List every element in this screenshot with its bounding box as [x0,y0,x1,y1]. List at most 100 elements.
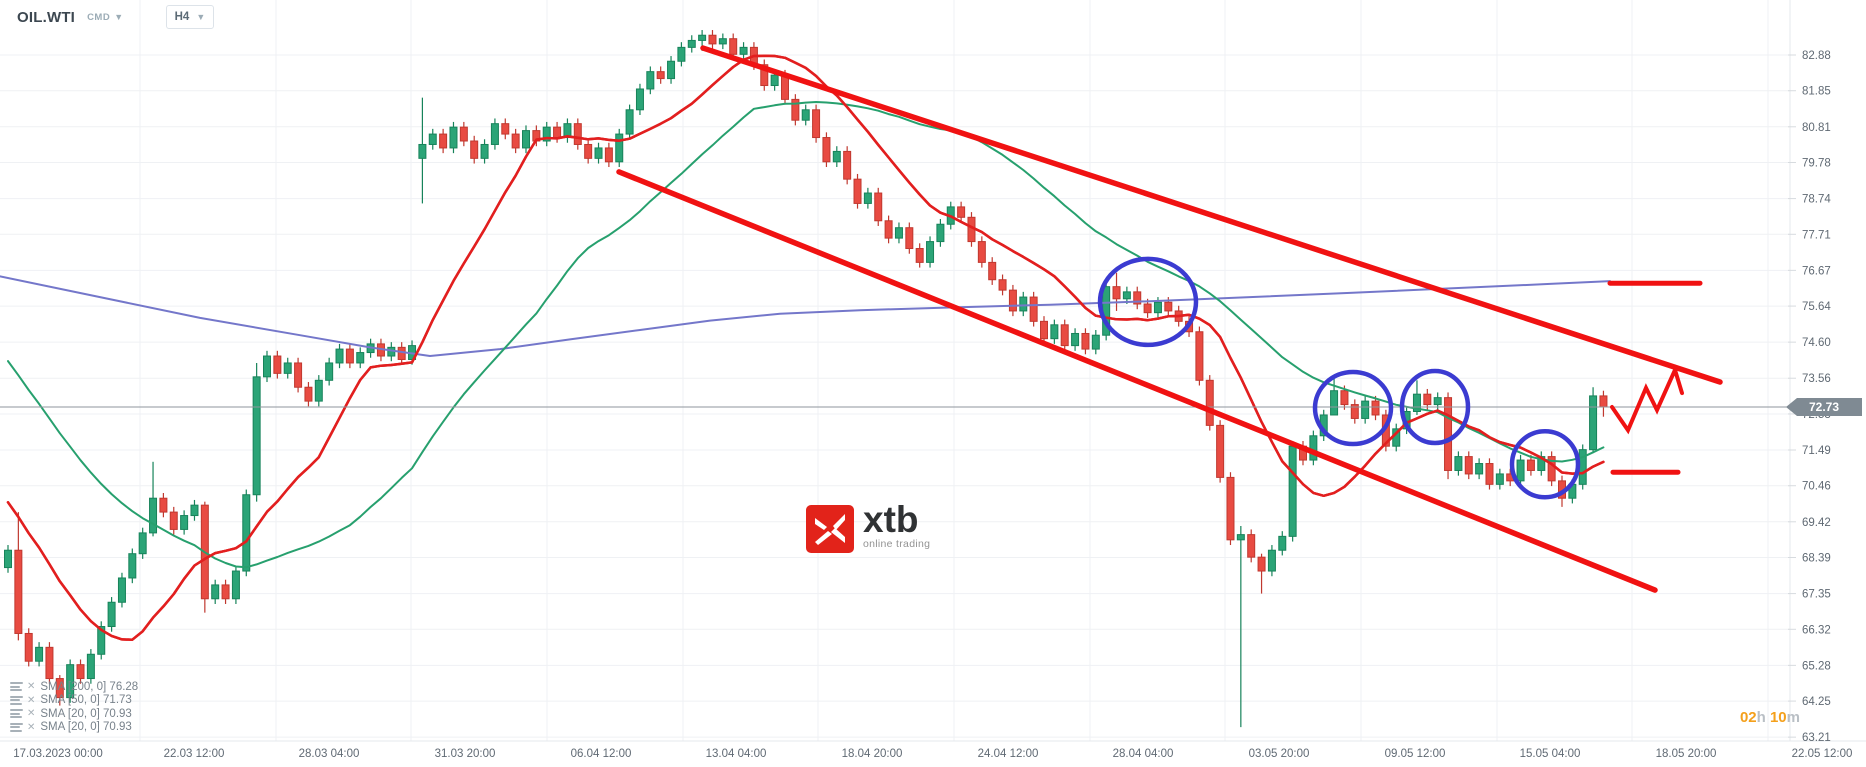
candle-body [55,678,64,699]
candle-body [314,379,323,402]
market-category-label: CMD [87,11,111,23]
candle-body [1236,534,1245,541]
candle-body [687,39,696,48]
time-axis-label: 28.04 04:00 [1113,748,1174,760]
candle-body [625,109,634,135]
indicator-remove-icon[interactable]: ✕ [27,721,36,733]
xtb-watermark: xtb online trading [806,499,930,553]
candle-body [553,126,562,139]
candle-body [926,241,935,263]
candle-body [677,46,686,62]
trend-channel-line[interactable] [700,45,1723,385]
indicator-settings-icon[interactable] [10,682,23,692]
countdown-hours: 02 [1739,709,1757,726]
trend-channel-line[interactable] [616,169,1658,593]
candle-body [573,123,582,145]
legend-row: ✕ SMA [20, 0] 70.93 [10,707,138,721]
indicator-label: SMA [20, 0] 70.93 [40,721,132,734]
sma-50-line[interactable] [7,101,1605,569]
candle-body [1008,289,1017,312]
sma-200-line[interactable] [0,275,1611,357]
timeframe-dropdown[interactable]: H4 ▼ [165,5,215,29]
annotation-circle[interactable] [1399,368,1471,446]
market-category-dropdown[interactable]: CMD ▼ [87,12,124,23]
indicator-remove-icon[interactable]: ✕ [27,694,36,706]
candle-body [86,653,95,680]
candle-body [480,143,489,159]
candle-body [874,192,883,222]
candle-body [729,38,738,55]
time-axis-label: 06.04 12:00 [571,748,632,760]
indicator-settings-icon[interactable] [10,695,23,705]
candle-body [791,98,800,121]
annotation-circle[interactable] [1312,369,1394,447]
candle-body [1516,459,1525,482]
candle-body [273,355,282,374]
candle-body [656,71,665,80]
candle-body [822,137,831,163]
candle-body [1464,456,1473,475]
price-axis-label: 67.35 [1802,589,1831,601]
candle-body [1278,535,1287,551]
candle-body [708,34,717,45]
candle-body [1247,534,1256,558]
price-axis-label: 76.67 [1802,265,1831,277]
legend-row: ✕ SMA [200, 0] 76.28 [10,680,138,694]
candle-body [1444,397,1453,471]
candle-body [4,549,12,569]
price-axis-label: 63.21 [1802,732,1831,744]
candle-body [812,109,821,139]
candle-body [66,664,75,699]
candle-body [190,504,199,517]
price-axis-label: 82.88 [1802,50,1831,62]
candle-body [1526,459,1535,471]
candle-body [936,223,945,243]
annotation-circle[interactable] [1097,256,1199,348]
candle-body [1412,393,1421,413]
candle-body [988,261,997,281]
instrument-header: OIL.WTI CMD ▼ H4 ▼ [0,0,215,34]
candle-body [853,178,862,204]
candle-body [439,133,448,149]
xtb-x-glyph [815,514,845,545]
candle-body [242,494,251,572]
price-axis-label: 71.49 [1802,445,1831,457]
price-axis-label: 69.42 [1802,517,1831,529]
candle-body [231,570,240,600]
candle-body [345,348,354,364]
time-axis-label: 18.05 20:00 [1656,748,1717,760]
candle-body [1371,400,1380,416]
time-axis-label: 24.04 12:00 [978,748,1039,760]
candle-body [1164,301,1173,312]
indicator-settings-icon[interactable] [10,709,23,719]
annotation-circle[interactable] [1509,428,1581,500]
indicator-remove-icon[interactable]: ✕ [27,681,36,693]
countdown-minutes: 10 [1765,709,1787,726]
candle-body [45,646,54,680]
price-axis-label: 79.78 [1802,158,1831,170]
price-axis-label: 64.25 [1802,696,1831,708]
candle-body [1309,435,1318,461]
candle-body [356,352,365,364]
candle-body [1216,424,1225,478]
zigzag-projection[interactable] [1610,364,1684,435]
candle-body [760,64,769,87]
candle-body [1599,395,1608,408]
candle-body [801,109,810,121]
candle-body [1050,324,1059,340]
price-axis-label: 74.60 [1802,337,1831,349]
indicator-remove-icon[interactable]: ✕ [27,708,36,720]
current-price-badge [1786,398,1862,417]
candle-body [1257,556,1266,572]
indicator-label: SMA [200, 0] 76.28 [40,680,139,693]
candle-body [957,206,966,218]
time-axis-label: 22.05 12:00 [1792,748,1853,760]
xtb-brand-text: xtb [863,499,919,540]
sma-20-line[interactable] [6,54,1605,641]
candle-body [1475,463,1484,475]
time-axis-label: 09.05 12:00 [1385,748,1446,760]
candle-body [304,386,313,402]
indicator-settings-icon[interactable] [10,722,23,732]
